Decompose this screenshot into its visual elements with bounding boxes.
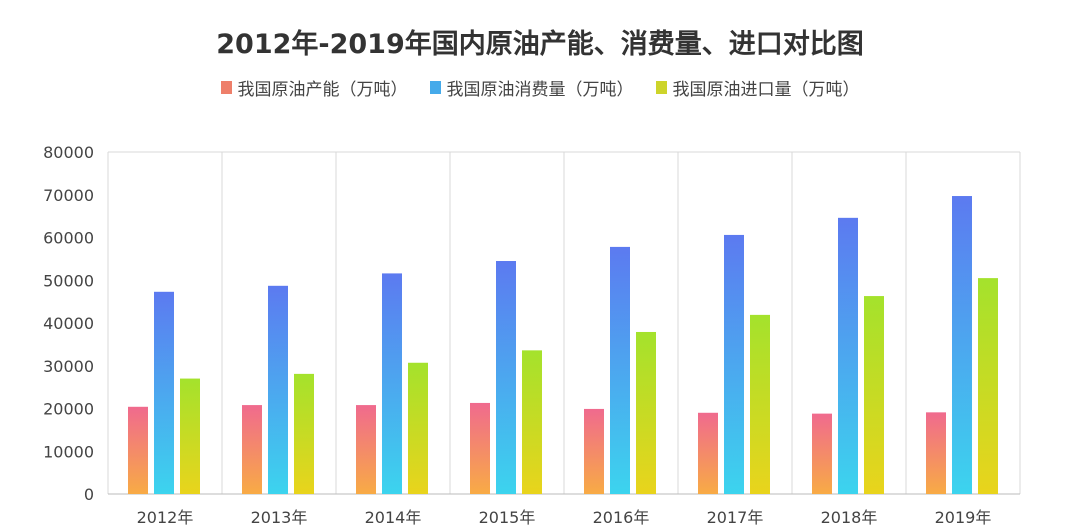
legend-swatch — [220, 81, 232, 94]
bar — [750, 314, 770, 494]
y-tick-label: 0 — [84, 485, 94, 504]
legend-label: 我国原油产能（万吨） — [237, 80, 408, 100]
legend-label: 我国原油进口量（万吨） — [672, 80, 860, 100]
y-tick-label: 60000 — [43, 229, 94, 248]
bar — [698, 412, 718, 494]
x-tick-label: 2012年 — [137, 508, 194, 527]
bar — [812, 413, 832, 494]
bar — [978, 278, 998, 494]
bar — [724, 234, 744, 494]
bar — [180, 378, 200, 494]
x-tick-label: 2013年 — [251, 508, 308, 527]
legend-label: 我国原油消费量（万吨） — [446, 80, 634, 100]
y-tick-label: 30000 — [43, 357, 94, 376]
x-tick-label: 2019年 — [935, 508, 992, 527]
bar — [408, 362, 428, 494]
bar — [864, 296, 884, 494]
chart-title: 2012年-2019年国内原油产能、消费量、进口对比图 — [216, 29, 864, 60]
bar — [610, 246, 630, 494]
legend-swatch — [655, 81, 667, 94]
bar — [356, 405, 376, 494]
bar — [584, 408, 604, 494]
y-tick-label: 40000 — [43, 314, 94, 333]
x-tick-label: 2016年 — [593, 508, 650, 527]
bar — [242, 405, 262, 494]
x-tick-label: 2018年 — [821, 508, 878, 527]
legend-swatch — [429, 81, 441, 94]
bar — [522, 350, 542, 494]
y-tick-label: 50000 — [43, 271, 94, 290]
bar — [496, 261, 516, 494]
bar — [838, 217, 858, 494]
y-tick-label: 80000 — [43, 143, 94, 162]
legend-item-production[interactable]: 我国原油产能（万吨） — [220, 75, 408, 100]
bar — [294, 373, 314, 494]
bar — [268, 285, 288, 494]
y-tick-label: 70000 — [43, 186, 94, 205]
legend-item-import[interactable]: 我国原油进口量（万吨） — [655, 75, 860, 100]
bar — [154, 291, 174, 494]
bar — [952, 196, 972, 494]
y-tick-label: 10000 — [43, 442, 94, 461]
bar — [382, 273, 402, 494]
x-tick-label: 2017年 — [707, 508, 764, 527]
x-tick-label: 2014年 — [365, 508, 422, 527]
x-tick-label: 2015年 — [479, 508, 536, 527]
bar — [470, 402, 490, 494]
legend-item-consumption[interactable]: 我国原油消费量（万吨） — [429, 75, 634, 100]
bar — [636, 331, 656, 494]
y-tick-label: 20000 — [43, 400, 94, 419]
legend: 我国原油产能（万吨） 我国原油消费量（万吨） 我国原油进口量（万吨） — [0, 75, 1080, 100]
bar — [128, 406, 148, 494]
bar — [926, 412, 946, 494]
